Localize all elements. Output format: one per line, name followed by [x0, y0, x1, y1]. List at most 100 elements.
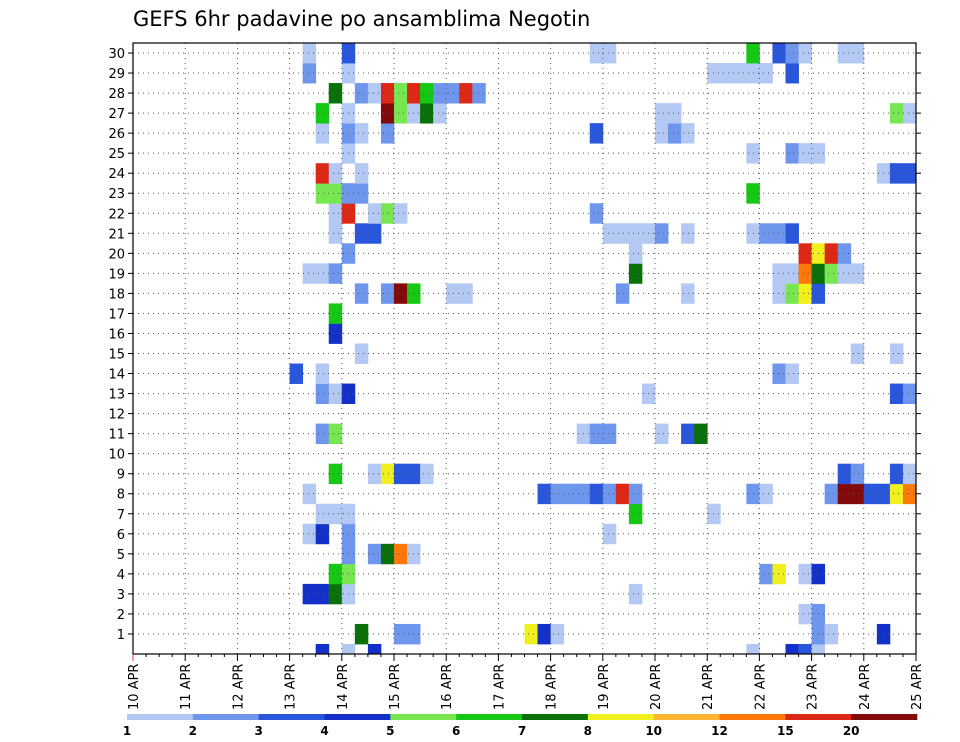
- x-tick-label: 25 APR: [910, 664, 925, 710]
- heatmap-cell: [315, 503, 330, 525]
- heatmap-cell: [315, 183, 330, 204]
- heatmap-cell: [459, 83, 473, 104]
- heatmap-cell: [472, 83, 486, 104]
- y-tick-label: 9: [117, 468, 125, 483]
- heatmap-cell: [772, 263, 786, 284]
- heatmap-cell: [902, 483, 917, 505]
- heatmap-cell: [772, 223, 786, 244]
- heatmap-cell: [589, 423, 604, 445]
- heatmap-cell: [615, 283, 630, 304]
- chart-title: GEFS 6hr padavine po ansamblima Negotin: [133, 7, 590, 31]
- y-tick-label: 10: [108, 448, 125, 463]
- y-tick-label: 24: [108, 167, 125, 182]
- heatmap-cell: [328, 223, 343, 244]
- heatmap-cell: [902, 103, 917, 124]
- x-tick-label: 10 APR: [127, 664, 142, 710]
- heatmap-cell: [785, 63, 799, 84]
- heatmap-cell: [328, 263, 343, 284]
- dotted-grid: [133, 43, 916, 654]
- heatmap-cell: [380, 543, 395, 565]
- y-tick-label: 8: [117, 488, 125, 503]
- heatmap-cell: [302, 43, 317, 64]
- heatmap-cell: [785, 43, 799, 64]
- x-tick-label: 23 APR: [806, 664, 821, 710]
- heatmap-cell: [837, 463, 852, 485]
- heatmap-cell: [315, 263, 330, 284]
- heatmap-cell: [798, 603, 812, 625]
- colorbar-label: 10: [645, 724, 662, 738]
- colorbar-label: 4: [320, 724, 328, 738]
- heatmap-cell: [720, 63, 734, 84]
- y-tick-label: 23: [108, 187, 125, 202]
- heatmap-cell: [785, 283, 799, 304]
- heatmap-cell: [328, 163, 343, 184]
- heatmap-cell: [354, 183, 369, 204]
- heatmap-cell: [394, 203, 408, 224]
- heatmap-cell: [602, 423, 617, 445]
- y-tick-label: 30: [108, 47, 125, 62]
- heatmap-cell: [602, 223, 617, 244]
- plot-frame: [132, 42, 917, 655]
- y-tick-label: 17: [108, 307, 125, 322]
- colorbar: 1 2 3 4 5 6 7 8 10 12 15 20: [123, 714, 918, 738]
- heatmap-cell: [302, 263, 317, 284]
- heatmap-cell: [315, 123, 330, 144]
- heatmap-cell: [837, 263, 852, 284]
- heatmap-cell: [655, 223, 669, 244]
- y-tick-label: 21: [108, 227, 125, 242]
- heatmap-cell: [589, 123, 604, 144]
- heatmap-cell: [550, 483, 565, 505]
- heatmap-cell: [628, 483, 643, 505]
- heatmap-cell: [380, 123, 395, 144]
- heatmap-cell: [889, 103, 904, 124]
- heatmap-cell: [681, 223, 695, 244]
- heatmap-cell: [354, 83, 369, 104]
- colorbar-label: 7: [518, 724, 526, 738]
- x-tick-label: 11 APR: [179, 664, 194, 710]
- heatmap-cell: [824, 243, 839, 264]
- heatmap-cell: [380, 103, 395, 124]
- heatmap-cell: [328, 503, 343, 525]
- heatmap-cell: [889, 163, 904, 184]
- heatmap-cell: [837, 483, 852, 505]
- heatmap-cell: [302, 523, 317, 545]
- heatmap-cell: [380, 463, 395, 485]
- heatmap-cell: [289, 363, 304, 384]
- heatmap-cell: [681, 123, 695, 144]
- heatmap-cell: [772, 43, 786, 64]
- x-tick-label: 12 APR: [231, 664, 246, 710]
- heatmap-cell: [837, 243, 852, 264]
- heatmap-cell: [420, 83, 434, 104]
- x-tick-label: 22 APR: [753, 664, 768, 710]
- heatmap-cell: [889, 483, 904, 505]
- colorbar-swatch: [390, 714, 457, 720]
- colorbar-label: 8: [584, 724, 592, 738]
- heatmap-cell: [380, 83, 395, 104]
- heatmap-cell: [315, 163, 330, 184]
- y-tick-label: 20: [108, 247, 125, 262]
- heatmap-cell: [446, 283, 460, 304]
- y-tick-label: 3: [117, 588, 125, 603]
- colorbar-swatch: [851, 714, 918, 720]
- x-tick-label: 24 APR: [858, 664, 873, 710]
- y-tick-label: 28: [108, 87, 125, 102]
- heatmap-cell: [394, 463, 408, 485]
- heatmap-cell: [328, 323, 343, 344]
- heatmap-cell: [315, 383, 330, 404]
- heatmap-cell: [681, 423, 695, 445]
- heatmap-cell: [563, 483, 578, 505]
- y-tick-label: 7: [117, 508, 125, 523]
- x-tick-label: 19 APR: [597, 664, 612, 710]
- heatmap-cell: [628, 583, 643, 605]
- heatmap-cell: [628, 223, 643, 244]
- heatmap-cell: [433, 103, 447, 124]
- heatmap-cell: [315, 103, 330, 124]
- heatmap-cell: [367, 543, 382, 565]
- heatmap-cell: [694, 423, 708, 445]
- heatmap-cell: [850, 263, 865, 284]
- colorbar-swatch: [719, 714, 786, 720]
- colorbar-swatch: [785, 714, 852, 720]
- heatmap-cell: [367, 203, 382, 224]
- heatmap-cell: [798, 283, 812, 304]
